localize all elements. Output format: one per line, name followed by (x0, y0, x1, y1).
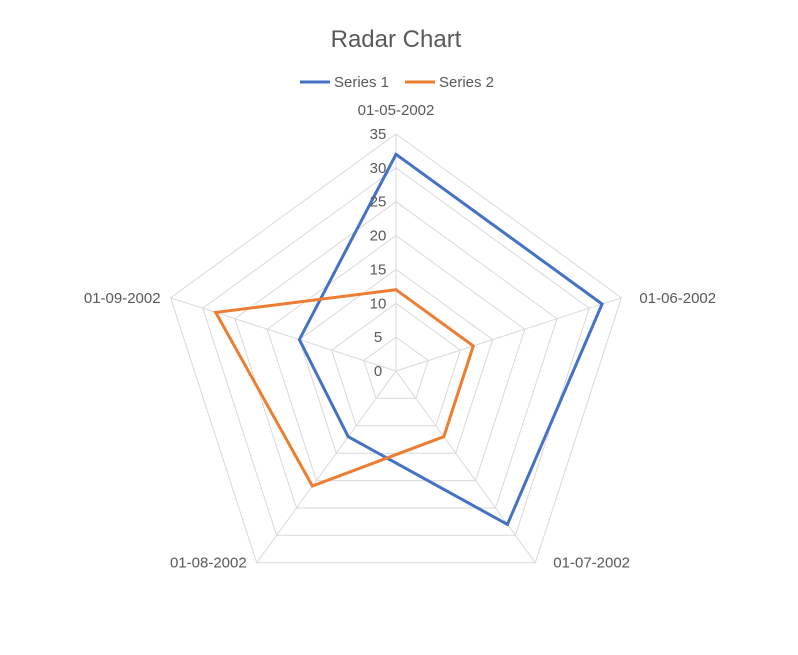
radial-tick-label: 10 (370, 295, 387, 312)
legend-series-1-label: Series 1 (334, 74, 389, 91)
radar-spoke (170, 297, 397, 372)
radial-tick-label: 25 (370, 194, 387, 211)
category-label: 01-05-2002 (358, 102, 435, 119)
series-1-line (297, 152, 604, 527)
chart-title: Radar Chart (331, 26, 462, 53)
series-2-line (213, 288, 476, 488)
grid-ring-35 (170, 133, 622, 564)
grid-ring-10 (331, 302, 461, 427)
grid-ring-5 (363, 336, 429, 399)
radial-tick-label: 5 (374, 329, 382, 346)
radar-spoke (395, 370, 536, 563)
radar-spoke (395, 297, 622, 372)
radial-tick-label: 30 (370, 160, 387, 177)
radial-tick-labels: 0 5 10 15 20 25 30 35 (370, 126, 387, 380)
grid-ring-20 (266, 234, 526, 482)
category-label: 01-07-2002 (553, 555, 630, 572)
radial-tick-label: 20 (370, 228, 387, 245)
category-label: 01-09-2002 (84, 290, 161, 307)
radar-spoke (256, 370, 397, 563)
category-label: 01-06-2002 (639, 290, 716, 307)
radial-tick-label: 35 (370, 126, 387, 143)
grid-ring-25 (234, 201, 558, 509)
grid-ring-30 (202, 167, 590, 536)
radar-gridlines (170, 133, 622, 564)
legend: Series 1 Series 2 (300, 74, 494, 91)
category-label: 01-08-2002 (170, 555, 247, 572)
radial-tick-label: 0 (374, 363, 382, 380)
radial-tick-label: 15 (370, 261, 387, 278)
legend-series-2-label: Series 2 (439, 74, 494, 91)
radar-series (213, 152, 604, 527)
category-labels: 01-05-2002 01-06-2002 01-07-2002 01-08-2002… (84, 102, 716, 572)
